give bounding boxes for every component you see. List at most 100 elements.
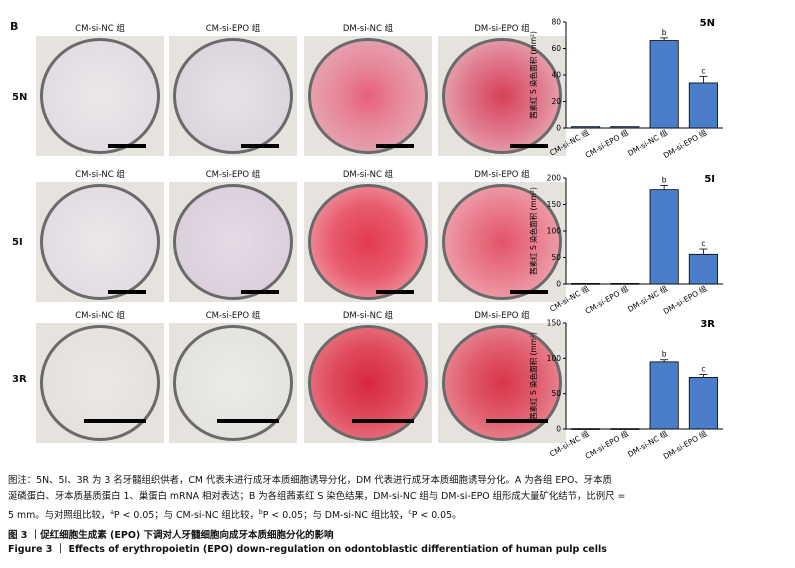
well-image-3r-cm-si-epo <box>169 323 297 443</box>
y-tick-label: 0 <box>556 124 561 133</box>
column-header-dm-si-epo: DM-si-EPO 组 <box>474 311 530 321</box>
bar-chart-5i: 茜素红 S 染色面积 (mm²) 5I 0 50 100 150 200 CM-si-NC 组… <box>528 170 788 320</box>
y-tick-label: 150 <box>547 200 562 209</box>
culture-well <box>308 184 428 300</box>
column-header-cm-si-nc: CM-si-NC 组 <box>75 311 125 321</box>
column-header-dm-si-nc: DM-si-NC 组 <box>342 311 394 321</box>
row-label-5i: 5I <box>12 237 23 248</box>
scale-bar <box>108 290 146 294</box>
bar <box>688 253 718 285</box>
well-image-5i-dm-si-epo <box>438 182 566 302</box>
bar <box>571 283 601 285</box>
x-category-label: CM-si-EPO 组 <box>583 283 630 316</box>
scale-bar <box>376 290 414 294</box>
sup-c: c <box>408 509 412 516</box>
scale-bar <box>241 290 279 294</box>
y-axis-label: 茜素红 S 染色面积 (mm²) <box>528 31 538 119</box>
bar <box>571 428 601 430</box>
scale-bar <box>486 419 548 423</box>
bar <box>610 428 640 430</box>
well-image-5i-cm-si-epo <box>169 182 297 302</box>
note-segment: P < 0.05；与 DM-si-NC 组比较， <box>262 510 409 522</box>
figure-note-line-2: 涎磷蛋白、牙本质基质蛋白 1、巢蛋白 mRNA 相对表达；B 为各组茜素红 S … <box>8 491 626 502</box>
x-category-label: DM-si-EPO 组 <box>661 283 709 316</box>
well-image-5n-dm-si-nc <box>304 36 432 156</box>
culture-well <box>308 325 428 441</box>
culture-well <box>40 325 160 441</box>
row-label-3r: 3R <box>12 374 27 385</box>
bar <box>610 283 640 285</box>
note-segment: P < 0.05；与 CM-si-NC 组比较， <box>113 510 259 522</box>
sup-a: a <box>110 509 114 516</box>
x-category-label: CM-si-EPO 组 <box>583 428 630 461</box>
note-segment: 5 mm。与对照组比较， <box>8 510 111 522</box>
y-tick-label: 50 <box>551 389 561 398</box>
column-header-cm-si-epo: CM-si-EPO 组 <box>205 170 261 180</box>
chart-title: 5I <box>704 174 715 185</box>
column-header-dm-si-nc: DM-si-NC 组 <box>342 170 394 180</box>
column-header-dm-si-epo: DM-si-EPO 组 <box>474 170 530 180</box>
figure-title-en: Figure 3 ｜ Effects of erythropoietin (EP… <box>8 544 607 555</box>
y-tick-label: 60 <box>551 44 561 53</box>
scale-bar <box>217 419 279 423</box>
y-tick-label: 0 <box>556 280 561 289</box>
significance-label: c <box>701 365 705 374</box>
scale-bar <box>352 419 414 423</box>
bar-chart-3r: 茜素红 S 染色面积 (mm²) 3R 0 50 100 150 CM-si-NC 组 CM-… <box>528 315 788 465</box>
culture-well <box>40 38 160 154</box>
bar <box>649 40 679 129</box>
x-category-label: DM-si-EPO 组 <box>661 428 709 461</box>
y-tick-label: 0 <box>556 425 561 434</box>
scale-bar <box>510 290 548 294</box>
sup-b: b <box>258 509 263 516</box>
bar <box>688 82 718 129</box>
y-tick-label: 100 <box>547 227 562 236</box>
well-image-3r-dm-si-nc <box>304 323 432 443</box>
culture-well <box>173 38 293 154</box>
y-axis-label: 茜素红 S 染色面积 (mm²) <box>528 332 538 420</box>
bar-chart-5n: 茜素红 S 染色面积 (mm²) 5N 0 20 40 60 80 CM-si-NC 组 CM-… <box>528 14 788 164</box>
significance-label: b <box>662 28 667 37</box>
scale-bar <box>510 144 548 148</box>
note-segment: P < 0.05。 <box>411 510 462 522</box>
figure-title-cn: 图 3 ｜促红细胞生成素 (EPO) 下调对人牙髓细胞向成牙本质细胞分化的影响 <box>8 530 334 541</box>
bar <box>649 361 679 430</box>
column-header-dm-si-nc: DM-si-NC 组 <box>342 24 394 34</box>
well-image-3r-dm-si-epo <box>438 323 566 443</box>
y-tick-label: 150 <box>547 319 562 328</box>
bar <box>610 126 640 129</box>
bar <box>571 126 601 129</box>
culture-well <box>308 38 428 154</box>
well-image-5n-cm-si-epo <box>169 36 297 156</box>
scale-bar <box>108 144 146 148</box>
x-category-label: CM-si-EPO 组 <box>583 127 630 160</box>
y-tick-label: 50 <box>551 253 561 262</box>
panel-letter: B <box>10 20 19 33</box>
scale-bar <box>376 144 414 148</box>
y-tick-label: 100 <box>547 354 562 363</box>
y-tick-label: 80 <box>551 18 561 27</box>
well-image-3r-cm-si-nc <box>36 323 164 443</box>
culture-well <box>442 38 562 154</box>
chart-title: 5N <box>700 18 715 29</box>
well-image-5i-dm-si-nc <box>304 182 432 302</box>
y-tick-label: 200 <box>547 174 562 183</box>
column-header-cm-si-epo: CM-si-EPO 组 <box>205 311 261 321</box>
bar <box>649 189 679 285</box>
chart-title: 3R <box>700 319 715 330</box>
significance-label: b <box>662 350 667 359</box>
culture-well <box>40 184 160 300</box>
y-tick-label: 20 <box>551 97 561 106</box>
y-axis-label: 茜素红 S 染色面积 (mm²) <box>528 187 538 275</box>
well-image-5n-cm-si-nc <box>36 36 164 156</box>
well-image-5i-cm-si-nc <box>36 182 164 302</box>
significance-label: c <box>701 66 705 75</box>
well-image-5n-dm-si-epo <box>438 36 566 156</box>
culture-well <box>173 184 293 300</box>
column-header-cm-si-nc: CM-si-NC 组 <box>75 24 125 34</box>
y-tick-label: 40 <box>551 71 561 80</box>
culture-well <box>442 184 562 300</box>
culture-well <box>173 325 293 441</box>
